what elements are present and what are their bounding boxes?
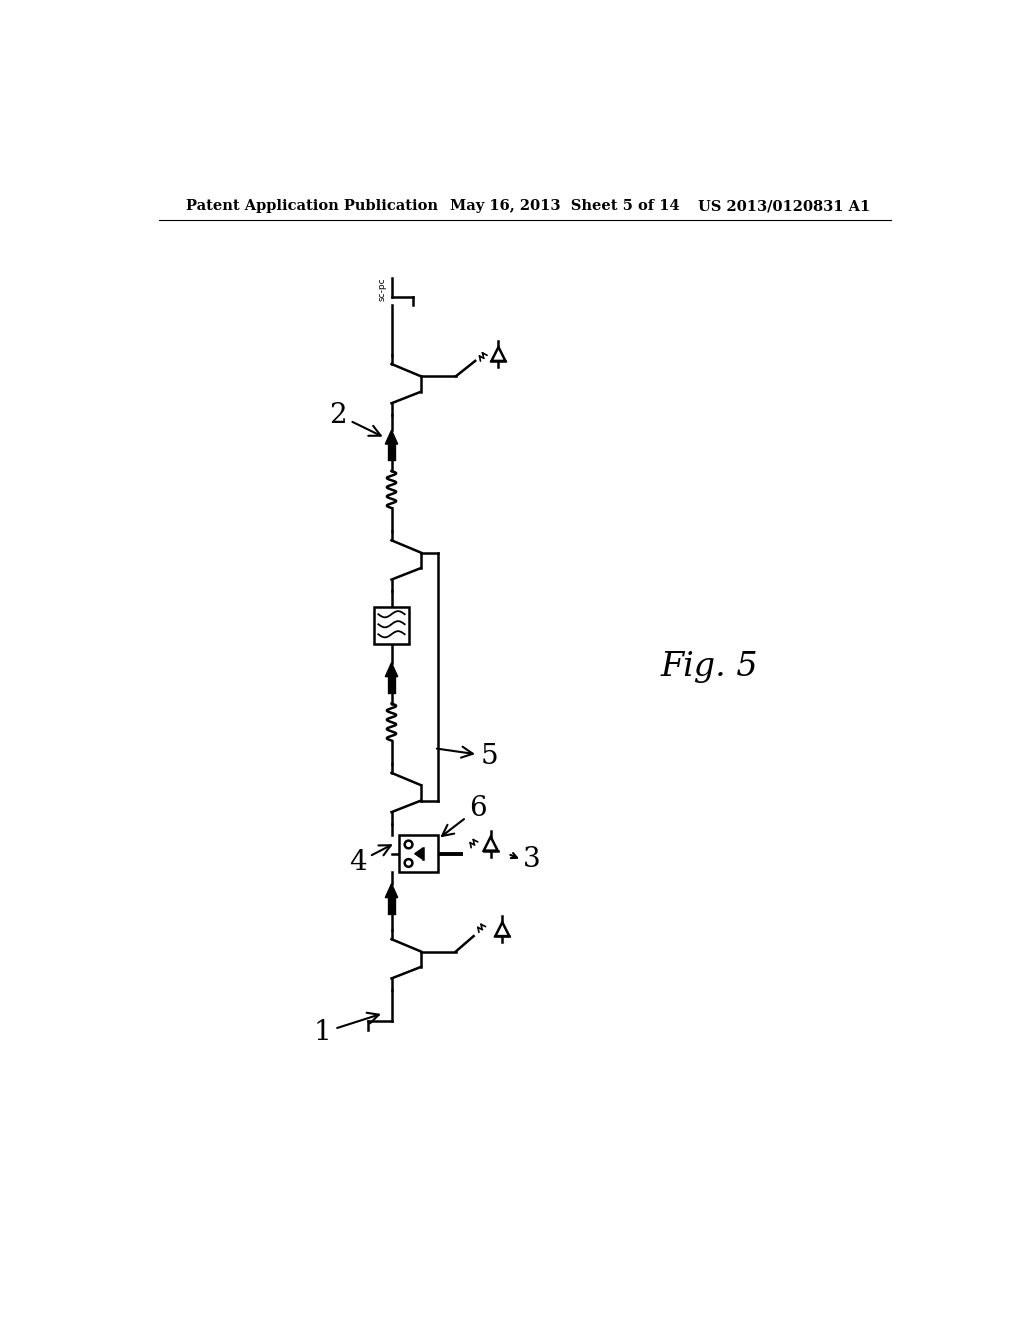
Polygon shape	[385, 663, 397, 677]
Circle shape	[404, 841, 413, 849]
Text: US 2013/0120831 A1: US 2013/0120831 A1	[697, 199, 869, 213]
Text: 1: 1	[314, 1012, 379, 1045]
Text: May 16, 2013  Sheet 5 of 14: May 16, 2013 Sheet 5 of 14	[450, 199, 679, 213]
Text: 5: 5	[437, 743, 499, 770]
Text: sc-pc: sc-pc	[378, 277, 387, 301]
Text: 6: 6	[442, 795, 486, 836]
Polygon shape	[385, 430, 397, 444]
Text: Patent Application Publication: Patent Application Publication	[186, 199, 438, 213]
Bar	[375, 607, 409, 644]
Bar	[399, 836, 438, 873]
Text: 3: 3	[523, 846, 541, 874]
Polygon shape	[385, 884, 397, 898]
Text: Fig. 5: Fig. 5	[660, 651, 758, 682]
Polygon shape	[415, 849, 423, 859]
Text: 2: 2	[330, 401, 381, 436]
Text: 4: 4	[349, 845, 391, 876]
Circle shape	[404, 859, 413, 867]
